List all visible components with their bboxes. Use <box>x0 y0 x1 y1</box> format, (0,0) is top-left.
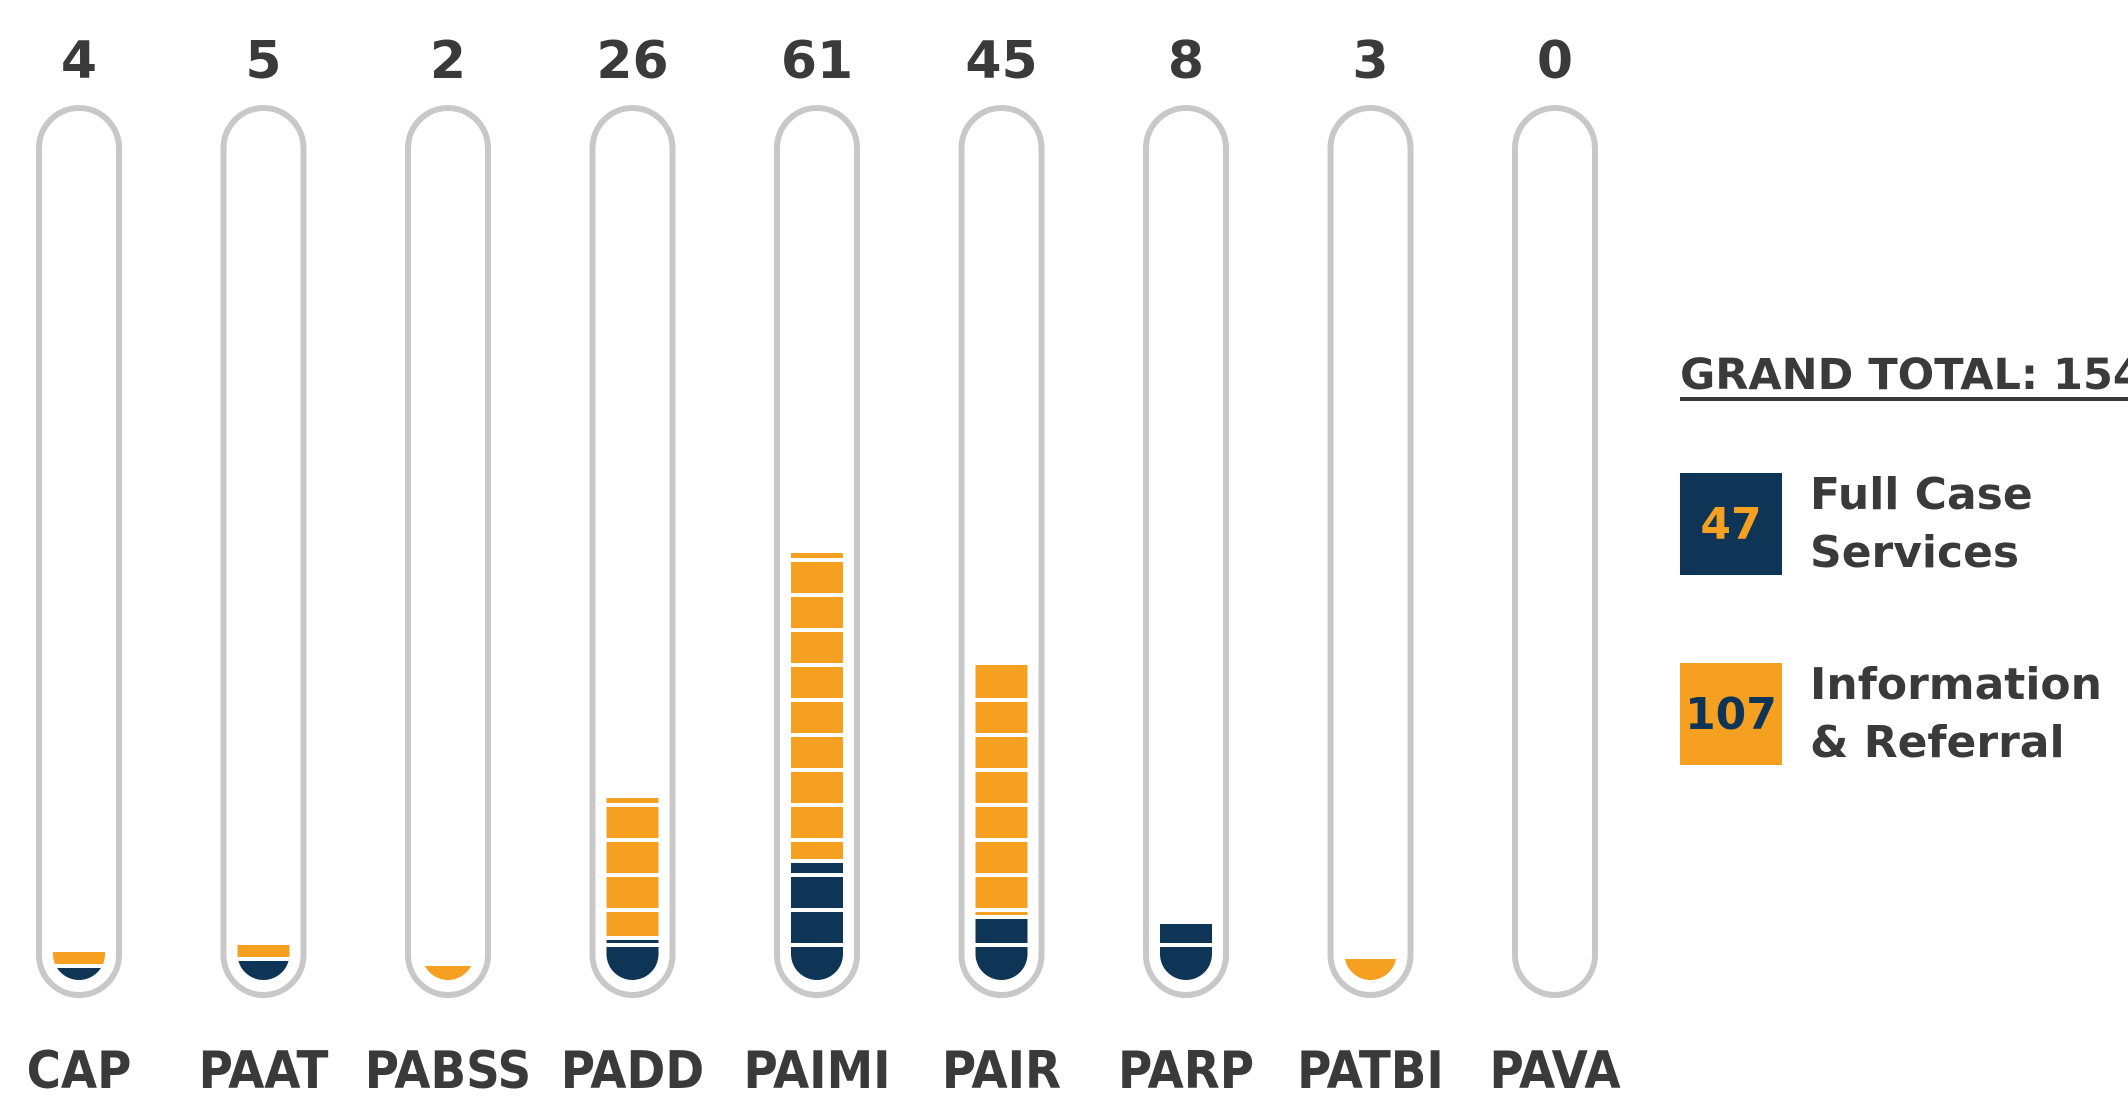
total-label-patbi: 3 <box>1352 31 1388 91</box>
bar-paimi-series-gap <box>791 859 843 863</box>
fills-layer <box>53 553 1397 980</box>
category-label-pair: PAIR <box>942 1041 1061 1101</box>
total-label-padd: 26 <box>596 31 668 91</box>
tube-pava <box>1512 105 1598 998</box>
bar-paimi-divider <box>791 873 843 877</box>
bar-paimi-info-referral <box>791 553 843 861</box>
bar-paimi-divider <box>791 663 843 667</box>
category-label-pava: PAVA <box>1489 1041 1620 1101</box>
total-label-pair: 45 <box>965 31 1037 91</box>
category-label-pabss: PABSS <box>365 1041 531 1101</box>
tube-parp <box>1143 105 1229 998</box>
bar-group-patbi <box>1344 959 1397 980</box>
bar-parp-full-case <box>1160 924 1212 980</box>
bar-pair-full-case <box>975 917 1028 980</box>
bar-paat-info-referral <box>237 945 290 959</box>
tube-paat <box>220 105 307 998</box>
bar-padd-divider <box>606 943 659 947</box>
info-referral-label-line2: & Referral <box>1810 717 2065 768</box>
bar-pair-divider <box>975 698 1028 702</box>
bar-group-padd <box>606 798 659 980</box>
bar-paimi-divider <box>791 803 843 807</box>
tube-patbi <box>1327 105 1414 998</box>
bar-pair-divider <box>975 803 1028 807</box>
bar-group-cap <box>53 952 105 980</box>
bar-cap-series-gap <box>53 964 105 968</box>
bar-pabss-info-referral <box>422 966 474 980</box>
info-referral-label: Information & Referral <box>1810 656 2102 772</box>
chart-area: 4 5 2 26 61 45 8 3 0 CAP PAAT PABSS PADD PAIMI PAIR PA… <box>27 31 1621 1101</box>
bar-paimi-divider <box>791 768 843 772</box>
bar-group-paimi <box>791 553 843 980</box>
category-label-padd: PADD <box>561 1041 704 1101</box>
full-case-count: 47 <box>1700 498 1762 550</box>
category-labels-layer: CAP PAAT PABSS PADD PAIMI PAIR PARP PATBI PAVA <box>27 1041 1621 1101</box>
bar-pair-divider <box>975 943 1028 947</box>
bar-padd-divider <box>606 908 659 912</box>
bar-cap-info-referral <box>53 952 105 966</box>
category-label-cap: CAP <box>27 1041 132 1101</box>
legend: GRAND TOTAL: 154 47 Full Case Services 1… <box>1680 350 2128 772</box>
bar-pair-info-referral <box>975 665 1028 917</box>
full-case-label-line1: Full Case <box>1810 469 2033 520</box>
info-referral-count: 107 <box>1685 688 1777 740</box>
bar-paimi-divider <box>791 628 843 632</box>
bar-pair-series-gap <box>975 915 1028 919</box>
bar-padd-divider <box>606 803 659 807</box>
full-case-swatch: 47 <box>1680 473 1782 575</box>
total-label-paimi: 61 <box>781 31 853 91</box>
info-referral-label-line1: Information <box>1810 659 2102 710</box>
legend-item-full-case: 47 Full Case Services <box>1680 466 2120 582</box>
bar-pair-divider <box>975 733 1028 737</box>
bar-padd-divider <box>606 873 659 877</box>
category-label-parp: PARP <box>1118 1041 1254 1101</box>
bar-cap-full-case <box>53 966 105 980</box>
tube-padd <box>589 105 676 998</box>
category-label-paimi: PAIMI <box>743 1041 890 1101</box>
bar-padd-divider <box>606 838 659 842</box>
category-label-patbi: PATBI <box>1297 1041 1444 1101</box>
bar-paimi-full-case <box>791 861 843 980</box>
total-label-parp: 8 <box>1168 31 1204 91</box>
bar-pair-divider <box>975 768 1028 772</box>
bar-pair-divider <box>975 873 1028 877</box>
bar-padd-info-referral <box>606 798 659 938</box>
total-label-paat: 5 <box>245 31 281 91</box>
bar-group-paat <box>237 945 290 980</box>
total-label-cap: 4 <box>61 31 97 91</box>
bar-group-pair <box>975 665 1028 980</box>
totals-layer: 4 5 2 26 61 45 8 3 0 <box>61 31 1573 91</box>
bar-paat-full-case <box>237 959 290 980</box>
bar-paimi-divider <box>791 558 843 562</box>
bar-pair-divider <box>975 838 1028 842</box>
category-label-paat: PAAT <box>199 1041 329 1101</box>
bar-paimi-divider <box>791 733 843 737</box>
tube-cap <box>36 105 122 998</box>
tube-pabss <box>405 105 491 998</box>
full-case-label: Full Case Services <box>1810 466 2033 582</box>
bar-paimi-divider <box>791 698 843 702</box>
bar-paimi-divider <box>791 593 843 597</box>
bar-paimi-divider <box>791 838 843 842</box>
total-label-pava: 0 <box>1537 31 1573 91</box>
bar-pair-divider <box>975 908 1028 912</box>
total-label-pabss: 2 <box>430 31 466 91</box>
full-case-label-line2: Services <box>1810 527 2020 578</box>
bar-paimi-divider <box>791 908 843 912</box>
info-referral-swatch: 107 <box>1680 663 1782 765</box>
legend-item-info-referral: 107 Information & Referral <box>1680 656 2120 772</box>
bar-parp-divider <box>1160 943 1212 947</box>
bar-patbi-info-referral <box>1344 959 1397 980</box>
bar-paat-series-gap <box>237 957 290 961</box>
bar-group-parp <box>1160 924 1212 980</box>
bar-paimi-divider <box>791 943 843 947</box>
bar-padd-series-gap <box>606 936 659 940</box>
grand-total-label: GRAND TOTAL: 154 <box>1680 350 2128 400</box>
bar-group-pabss <box>422 966 474 980</box>
